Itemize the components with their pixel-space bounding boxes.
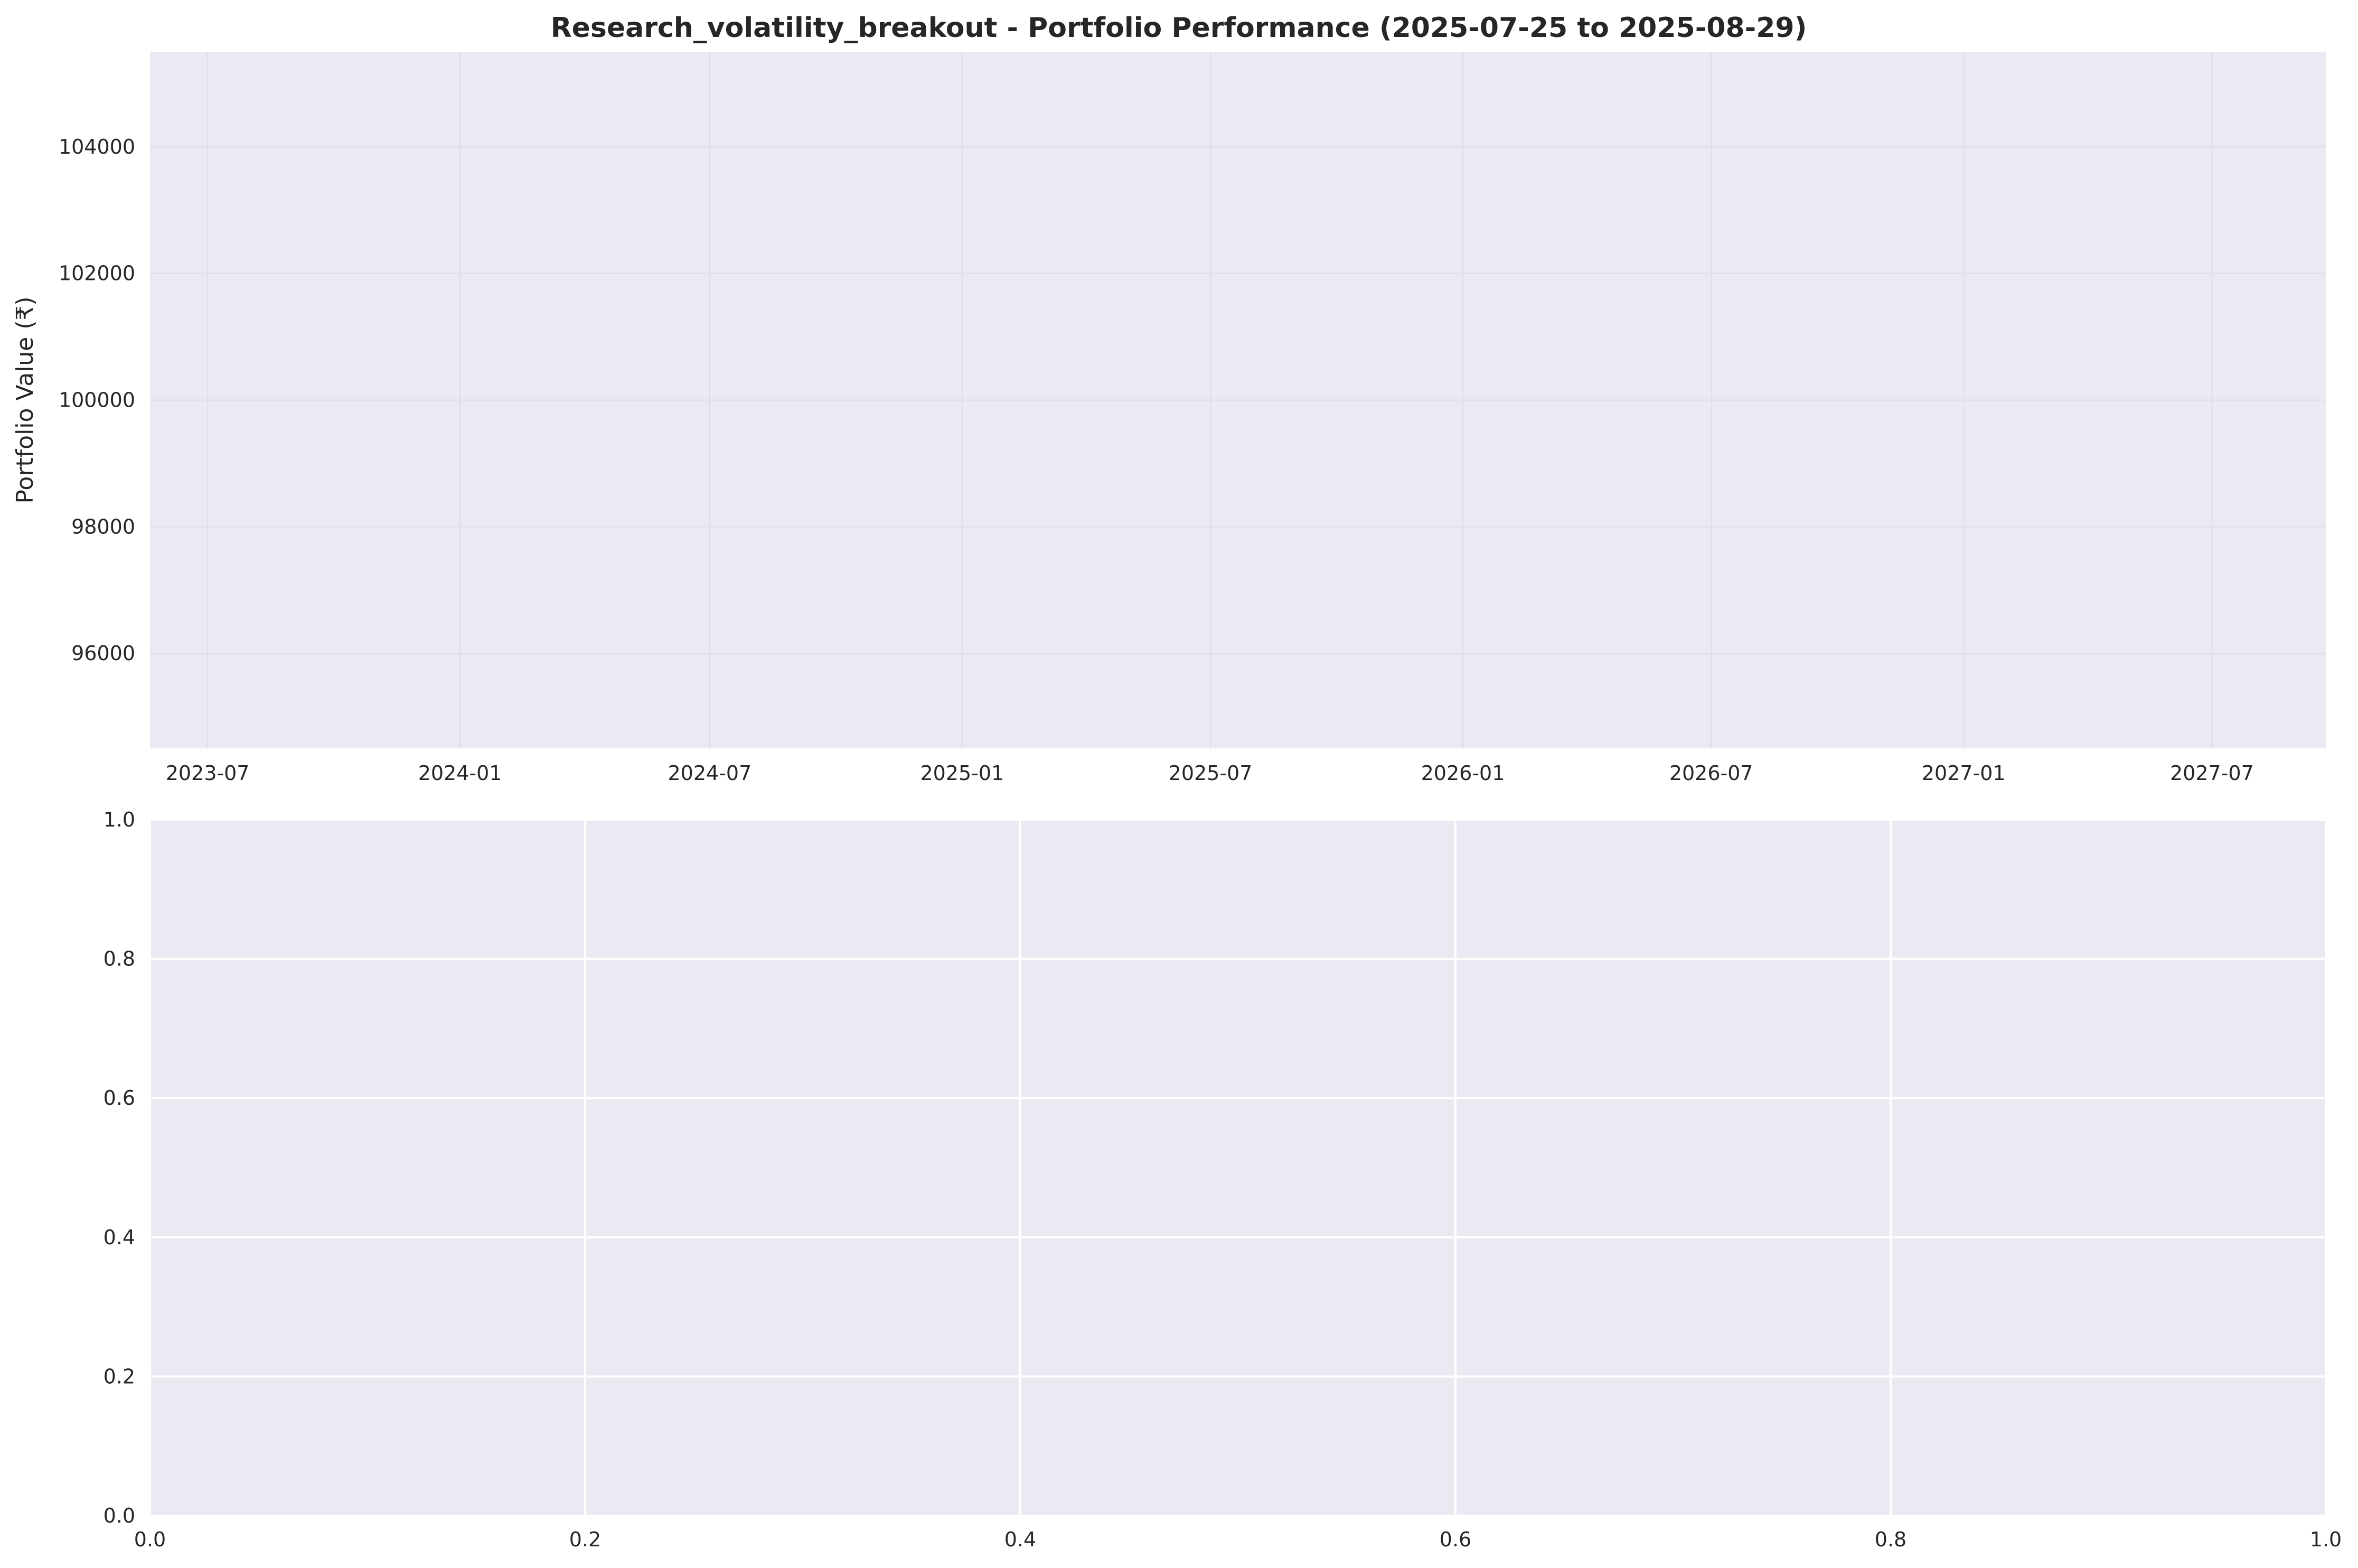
bottom-x-tick-label: 0.4 xyxy=(1004,1528,1036,1551)
bottom-y-tick-label: 0.4 xyxy=(104,1226,135,1249)
top-y-axis-label: Portfolio Value (₹) xyxy=(12,296,39,503)
top-x-tick-label: 2024-07 xyxy=(668,762,751,785)
top-x-tick-label: 2025-07 xyxy=(1169,762,1253,785)
bottom-x-tick-label: 1.0 xyxy=(2310,1528,2342,1551)
top-x-tick-label: 2026-07 xyxy=(1669,762,1753,785)
top-x-tick-label: 2024-01 xyxy=(418,762,502,785)
bottom-x-tick-label: 0.8 xyxy=(1875,1528,1906,1551)
top-x-tick-label: 2026-01 xyxy=(1421,762,1505,785)
bottom-y-tick-label: 0.2 xyxy=(104,1365,135,1388)
top-x-tick-label: 2023-07 xyxy=(166,762,250,785)
bottom-plot-panel: 0.0 0.2 0.4 0.6 0.8 1.0 0.0 0.2 0.4 0.6 0.8 1.0 xyxy=(104,808,2342,1551)
top-y-tick-label: 100000 xyxy=(59,389,135,412)
top-x-tick-label: 2025-01 xyxy=(920,762,1004,785)
chart-title: Research_volatility_breakout - Portfolio… xyxy=(551,12,1807,44)
top-y-tick-label: 98000 xyxy=(71,515,135,538)
bottom-x-tick-label: 0.2 xyxy=(569,1528,601,1551)
top-x-tick-label: 2027-01 xyxy=(1922,762,2006,785)
bottom-plot-area xyxy=(150,820,2326,1516)
bottom-y-tick-label: 0.8 xyxy=(104,947,135,971)
top-y-tick-label: 96000 xyxy=(71,642,135,665)
bottom-y-tick-label: 0.6 xyxy=(104,1086,135,1110)
bottom-y-tick-label: 1.0 xyxy=(104,808,135,831)
top-plot-panel: 96000 98000 100000 102000 104000 2023-07 2024-… xyxy=(12,52,2326,785)
top-y-tick-label: 104000 xyxy=(59,135,135,158)
top-x-tick-label: 2027-07 xyxy=(2170,762,2254,785)
top-y-tick-label: 102000 xyxy=(59,262,135,285)
bottom-x-tick-label: 0.6 xyxy=(1440,1528,1471,1551)
bottom-y-tick-label: 0.0 xyxy=(104,1504,135,1527)
bottom-x-tick-label: 0.0 xyxy=(134,1528,166,1551)
